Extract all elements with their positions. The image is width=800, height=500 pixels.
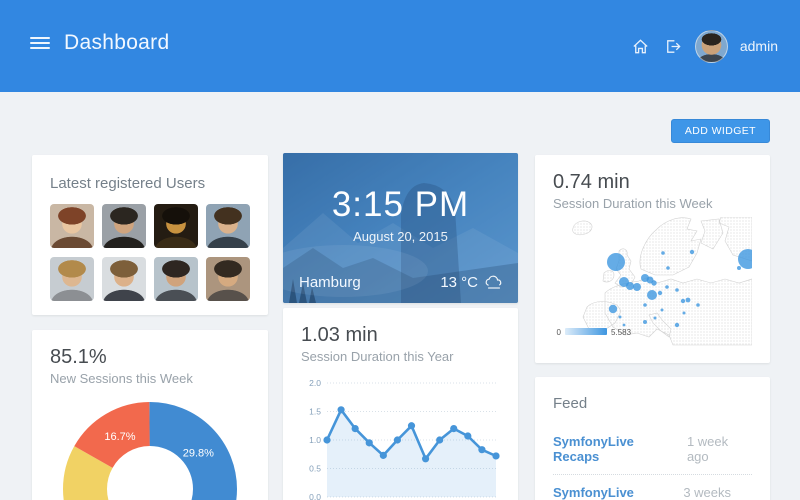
y-axis-tick-label: 2.0: [309, 378, 321, 388]
session-week-value: 0.74 min: [553, 171, 630, 193]
session-week-card: 0.74 min Session Duration this Week 0: [535, 155, 770, 363]
donut-slice-label: 16.7%: [104, 431, 135, 443]
user-avatar-grid: [50, 204, 250, 301]
clock-time: 3:15 PM: [331, 185, 470, 224]
app-header: Dashboard admin: [0, 0, 800, 92]
map-bubbles: [607, 249, 758, 328]
feed-card: Feed SymfonyLive Recaps 1 week ago Symfo…: [535, 377, 770, 500]
new-sessions-card: 85.1% New Sessions this Week 29.8%28.3%2…: [32, 330, 268, 500]
europe-bubble-map: 0 5.583: [557, 216, 758, 346]
y-axis-tick-label: 1.5: [309, 407, 321, 417]
feed-time: 3 weeks ago: [683, 485, 732, 500]
registered-user-avatar[interactable]: [154, 257, 198, 301]
latest-users-card: Latest registered Users: [32, 155, 268, 315]
registered-user-avatar[interactable]: [102, 257, 146, 301]
svg-text:0: 0: [557, 328, 562, 337]
weather-temp: 13 °C: [440, 274, 504, 291]
donut-slice-label: 29.8%: [183, 447, 214, 459]
cloud-icon: [485, 275, 502, 289]
clock-date: August 20, 2015: [353, 229, 448, 244]
temperature-value: 13 °C: [440, 274, 478, 291]
feed-time: 1 week ago: [686, 434, 729, 464]
registered-user-avatar[interactable]: [50, 257, 94, 301]
session-year-line-chart: 0.0 0.5 1.0 1.5 2.0: [309, 378, 500, 500]
feed-item: SymfonyLive London 3 weeks ago: [553, 475, 752, 500]
weather-city: Hamburg: [299, 274, 361, 291]
new-sessions-subtitle: New Sessions this Week: [50, 371, 193, 386]
feed-title: Feed: [553, 395, 588, 412]
session-week-subtitle: Session Duration this Week: [553, 196, 713, 211]
mountain-photo: [283, 153, 518, 303]
session-year-subtitle: Session Duration this Year: [301, 349, 454, 364]
weather-footer: Hamburg 13 °C: [299, 274, 504, 291]
blue-overlay: [283, 153, 518, 303]
feed-item: SymfonyLive Recaps 1 week ago: [553, 424, 752, 475]
new-sessions-value: 85.1%: [50, 346, 107, 368]
session-year-value: 1.03 min: [301, 324, 378, 346]
feed-link[interactable]: SymfonyLive London: [553, 485, 634, 500]
map-legend: 0 5.583: [557, 328, 632, 337]
page-title: Dashboard: [64, 31, 170, 54]
registered-user-avatar[interactable]: [50, 204, 94, 248]
weather-card: 3:15 PM August 20, 2015 Hamburg 13 °C: [283, 153, 518, 303]
y-axis-tick-label: 1.0: [309, 435, 321, 445]
user-avatar[interactable]: [694, 29, 728, 63]
feed-link[interactable]: SymfonyLive Recaps: [553, 434, 634, 464]
user-name: admin: [739, 38, 778, 54]
svg-text:5.583: 5.583: [611, 328, 632, 337]
logout-icon[interactable]: [663, 36, 683, 56]
session-year-card: 1.03 min Session Duration this Year 0.0 0…: [283, 308, 518, 500]
registered-user-avatar[interactable]: [154, 204, 198, 248]
new-sessions-donut-chart: 29.8%28.3%25.2%16.7%: [63, 402, 237, 500]
latest-users-title: Latest registered Users: [50, 175, 206, 192]
add-widget-button[interactable]: ADD WIDGET: [670, 119, 770, 143]
registered-user-avatar[interactable]: [206, 257, 250, 301]
y-axis-tick-label: 0.0: [309, 492, 321, 500]
menu-icon[interactable]: [30, 37, 50, 51]
header-actions: admin: [631, 0, 778, 92]
y-axis-tick-label: 0.5: [309, 464, 321, 474]
registered-user-avatar[interactable]: [102, 204, 146, 248]
landmasses: [572, 216, 753, 346]
registered-user-avatar[interactable]: [206, 204, 250, 248]
home-icon[interactable]: [631, 36, 651, 56]
